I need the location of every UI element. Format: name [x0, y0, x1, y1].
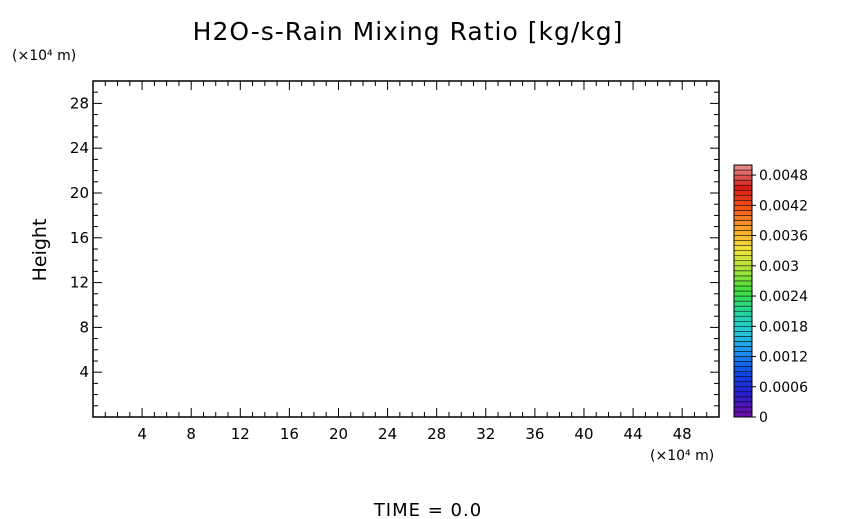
colorbar-band [733, 326, 753, 332]
y-tick-label: 20 [70, 184, 89, 202]
y-tick-label: 28 [70, 94, 89, 112]
colorbar-band [733, 290, 753, 297]
time-label: TIME = 0.0 [373, 500, 482, 519]
x-tick-label: 20 [329, 425, 348, 443]
colorbar-band [733, 361, 753, 367]
x-tick-label: 36 [525, 425, 544, 443]
plot-area [92, 80, 720, 418]
colorbar-band [733, 210, 753, 216]
colorbar-label: 0.0024 [759, 289, 808, 305]
colorbar-band [733, 386, 753, 393]
x-tick-label: 40 [574, 425, 593, 443]
colorbar-band [733, 381, 753, 388]
colorbar-band [733, 184, 753, 191]
colorbar-band [733, 235, 753, 241]
colorbar-label: 0.0042 [759, 198, 808, 214]
x-tick-label: 4 [137, 425, 147, 443]
colorbar-label: 0 [759, 410, 768, 426]
x-tick-label: 24 [378, 425, 397, 443]
colorbar-band [733, 376, 753, 382]
x-tick-label: 8 [186, 425, 196, 443]
colorbar-band [733, 260, 753, 267]
colorbar-label: 0.0006 [759, 380, 808, 396]
y-tick-label: 12 [70, 274, 89, 292]
colorbar-band [733, 189, 753, 196]
colorbar-band [733, 205, 753, 211]
colorbar-band [733, 391, 753, 398]
colorbar-band [733, 346, 753, 352]
colorbar-band [733, 356, 753, 362]
colorbar-band [733, 255, 753, 262]
colorbar-band [733, 305, 753, 312]
colorbar-band [733, 341, 753, 347]
chart-title: H2O-s-Rain Mixing Ratio [kg/kg] [193, 17, 624, 46]
colorbar-band [733, 194, 753, 201]
colorbar-label: 0.003 [759, 259, 799, 275]
colorbar-band [733, 200, 753, 206]
colorbar-band [733, 240, 753, 246]
x-tick-label: 44 [624, 425, 643, 443]
colorbar-band [733, 371, 753, 377]
colorbar-band [733, 215, 753, 221]
y-tick-label: 16 [70, 229, 89, 247]
colorbar-band [733, 336, 753, 342]
colorbar-band [733, 225, 753, 231]
colorbar-band [733, 310, 753, 317]
colorbar-band [733, 174, 753, 181]
colorbar-band [733, 366, 753, 372]
y-tick-label: 8 [79, 318, 89, 336]
colorbar-band [733, 230, 753, 236]
colorbar-band [733, 351, 753, 357]
colorbar-band [733, 220, 753, 226]
colorbar-label: 0.0012 [759, 350, 808, 366]
colorbar-label: 0.0036 [759, 229, 808, 245]
colorbar-band [733, 164, 753, 171]
y-axis-unit: (×10⁴ m) [12, 48, 76, 64]
colorbar-label: 0.0048 [759, 168, 808, 184]
colorbar-band [733, 179, 753, 186]
x-tick-label: 28 [427, 425, 446, 443]
colorbar-band [733, 320, 753, 327]
colorbar-band [733, 401, 753, 408]
y-tick-label: 4 [79, 363, 89, 381]
x-tick-label: 32 [476, 425, 495, 443]
y-tick-label: 24 [70, 139, 89, 157]
x-tick-label: 16 [280, 425, 299, 443]
colorbar-band [733, 300, 753, 307]
colorbar-band [733, 331, 753, 337]
colorbar-band [733, 280, 753, 287]
colorbar-band [733, 275, 753, 282]
colorbar-label: 0.0018 [759, 319, 808, 335]
colorbar: 0.0048 0.0042 0.0036 0.003 0.0024 0.0018 0.001… [733, 164, 808, 426]
x-axis-ticks: 4 8 12 16 20 24 28 32 36 40 44 48 [92, 81, 720, 443]
colorbar-band [733, 270, 753, 277]
colorbar-frame [733, 164, 753, 418]
colorbar-band [733, 285, 753, 292]
colorbar-band [733, 396, 753, 403]
x-tick-label: 12 [231, 425, 250, 443]
colorbar-band [733, 265, 753, 272]
colorbar-band [733, 295, 753, 302]
y-axis-title: Height [29, 219, 51, 282]
colorbar-band [733, 411, 753, 418]
y-axis-ticks: 4 8 12 16 20 24 28 [70, 80, 719, 418]
colorbar-band [733, 406, 753, 413]
colorbar-band [733, 315, 753, 322]
x-axis-unit: (×10⁴ m) [650, 448, 714, 464]
colorbar-band [733, 169, 753, 176]
colorbar-band [733, 250, 753, 256]
x-tick-label: 48 [673, 425, 692, 443]
colorbar-band [733, 245, 753, 251]
